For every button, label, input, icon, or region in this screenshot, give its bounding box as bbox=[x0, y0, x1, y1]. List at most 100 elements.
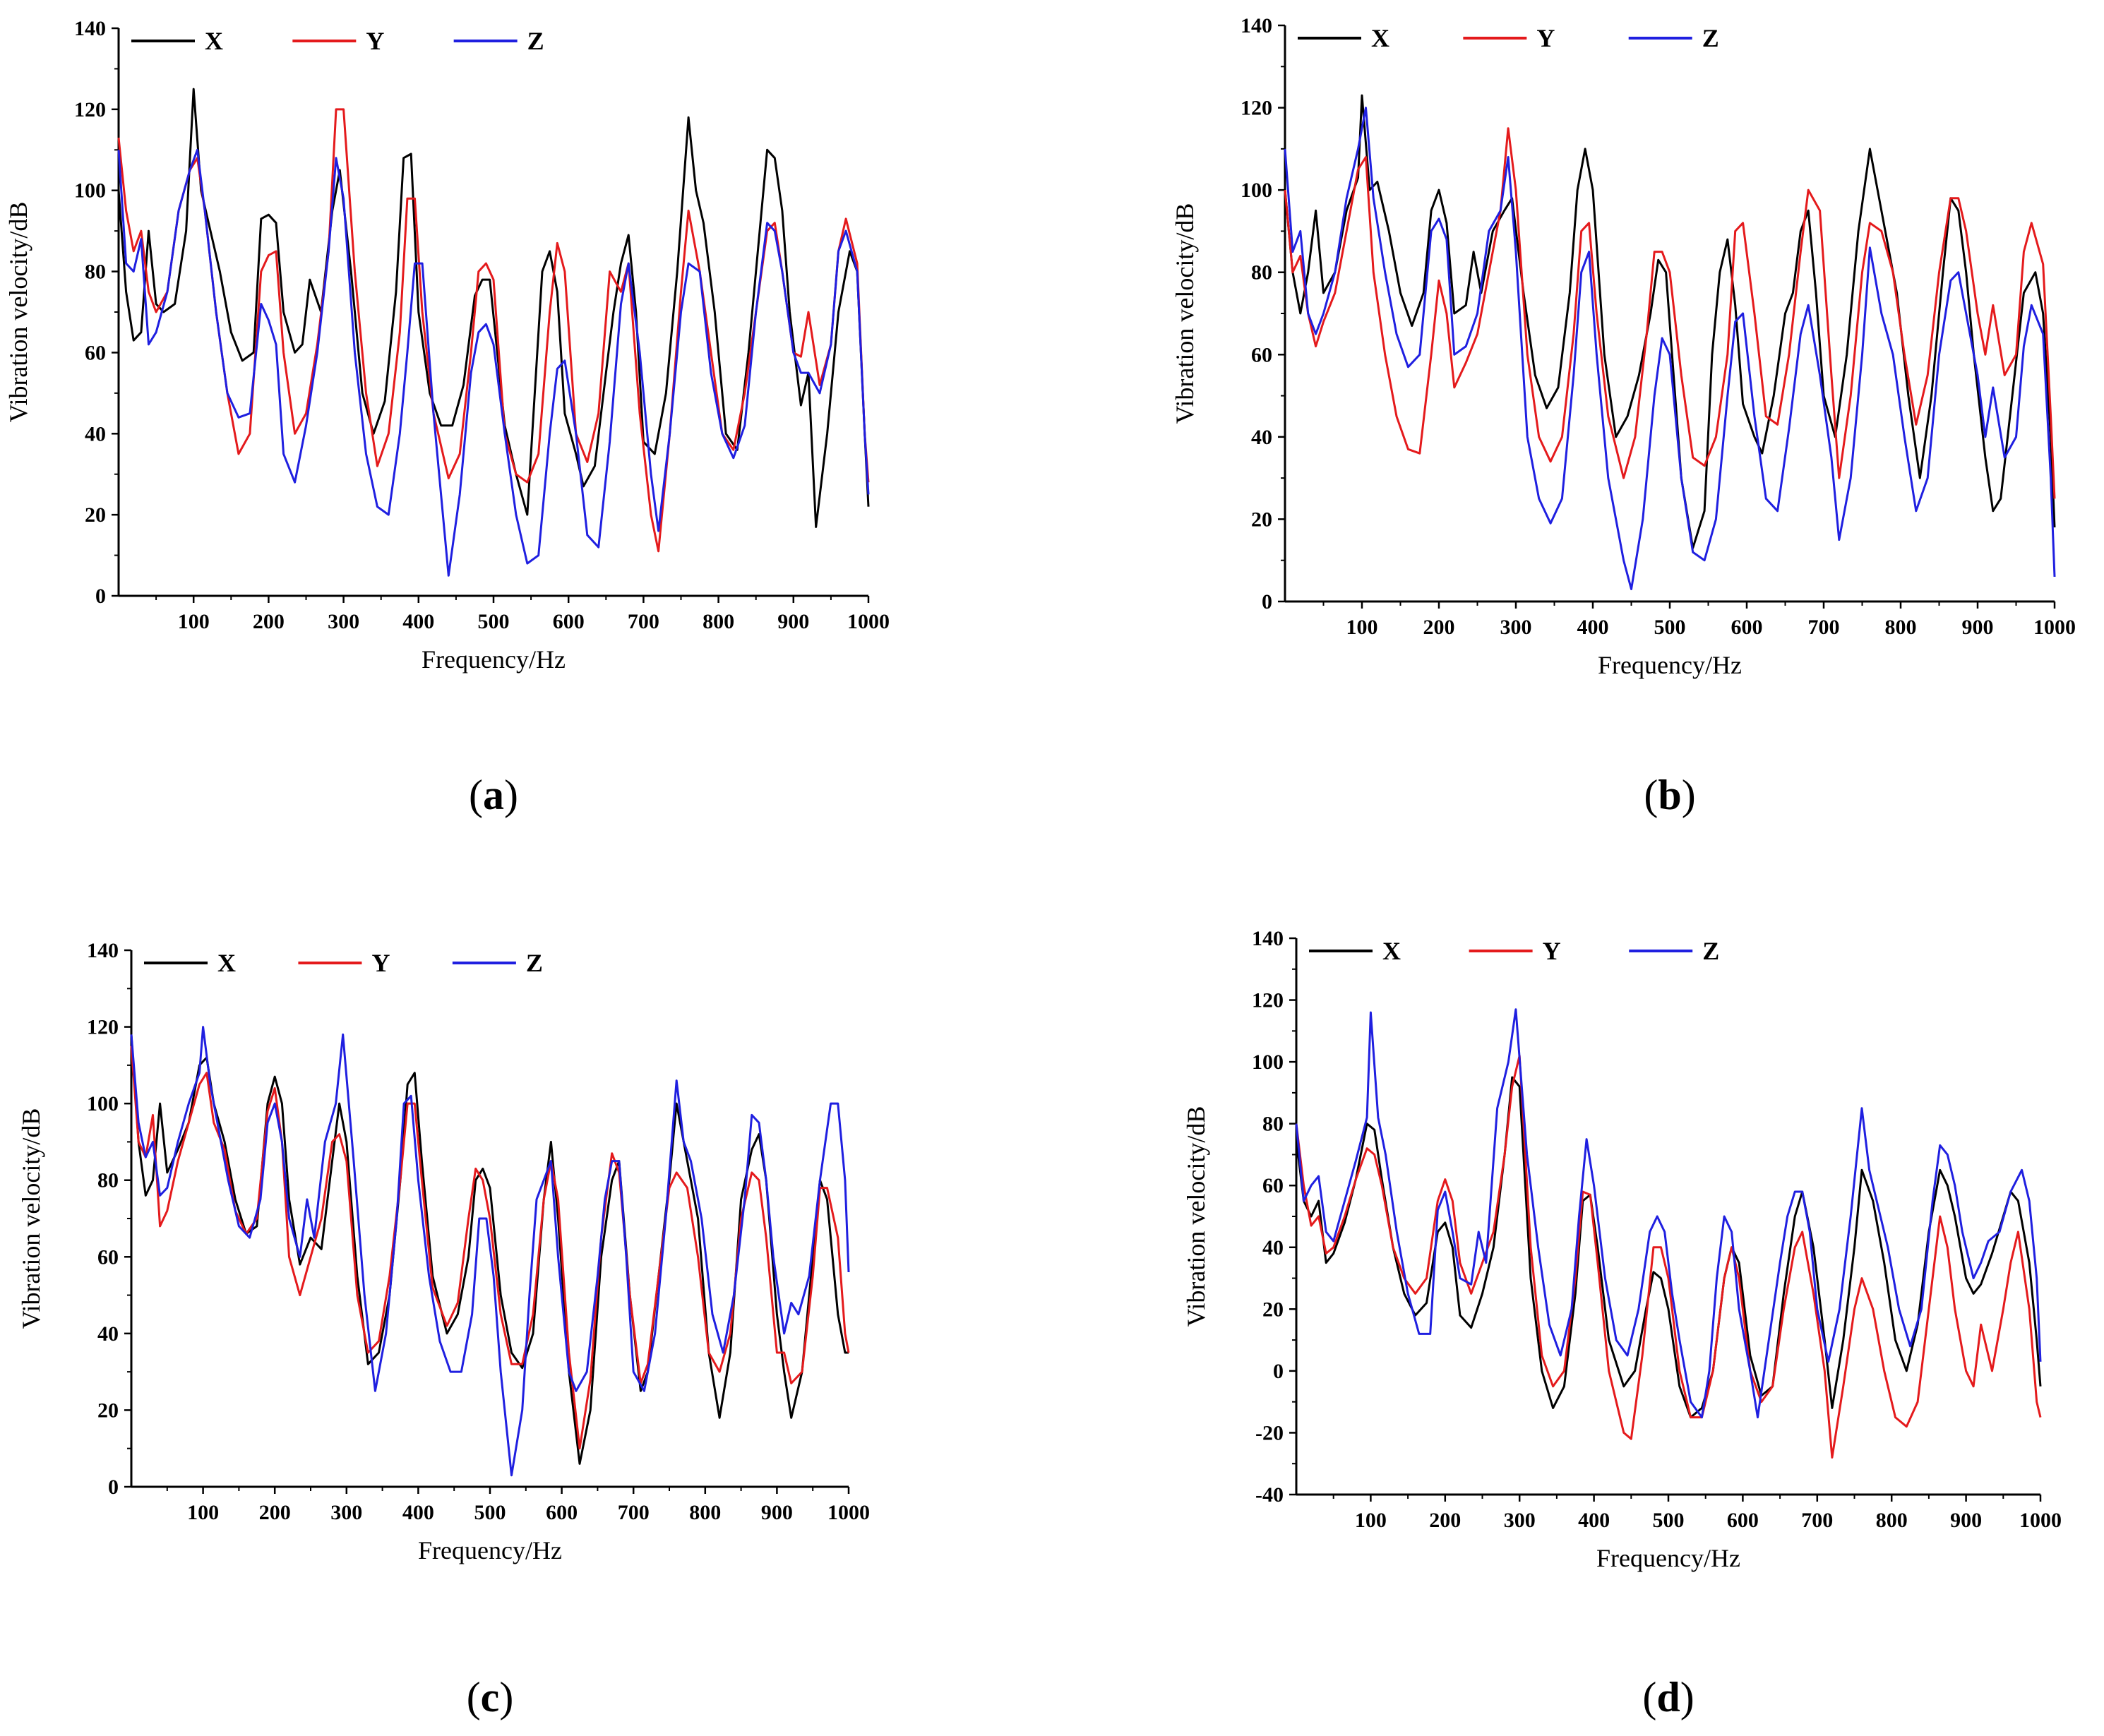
x-tick-label: 500 bbox=[1653, 1509, 1685, 1532]
x-tick-label: 300 bbox=[328, 610, 359, 633]
x-tick-label: 1000 bbox=[2033, 616, 2076, 639]
x-tick-label: 200 bbox=[253, 610, 285, 633]
x-tick-label: 600 bbox=[1727, 1509, 1759, 1532]
y-tick-label: 80 bbox=[1262, 1113, 1284, 1136]
x-tick-label: 900 bbox=[777, 610, 809, 633]
y-tick-label: 20 bbox=[97, 1399, 119, 1422]
y-axis-title: Vibration velocity/dB bbox=[1182, 1106, 1210, 1327]
x-tick-label: 300 bbox=[330, 1501, 362, 1524]
x-tick-label: 700 bbox=[618, 1501, 650, 1524]
x-tick-label: 700 bbox=[628, 610, 659, 633]
y-tick-label: 100 bbox=[74, 179, 106, 203]
y-tick-label: 60 bbox=[85, 341, 106, 364]
panel-caption: (d) bbox=[1642, 1674, 1694, 1720]
legend-label-y: Y bbox=[1536, 24, 1555, 52]
y-tick-label: 120 bbox=[1252, 989, 1284, 1012]
x-tick-label: 200 bbox=[1429, 1509, 1461, 1532]
y-tick-label: 80 bbox=[1251, 261, 1272, 285]
x-tick-label: 100 bbox=[1346, 616, 1378, 639]
series-line-z bbox=[130, 1026, 850, 1477]
y-tick-label: 40 bbox=[85, 422, 106, 445]
legend-label-x: X bbox=[217, 949, 236, 977]
y-tick-label: 100 bbox=[87, 1092, 119, 1115]
x-tick-label: 300 bbox=[1500, 616, 1532, 639]
legend-label-x: X bbox=[205, 27, 223, 55]
y-tick-label: 0 bbox=[1262, 590, 1272, 613]
x-tick-label: 800 bbox=[1885, 616, 1917, 639]
series-line-z bbox=[1284, 107, 2056, 590]
series-line-x bbox=[117, 88, 870, 528]
legend-label-y: Y bbox=[366, 27, 384, 55]
x-tick-label: 800 bbox=[689, 1501, 721, 1524]
y-tick-label: 20 bbox=[1262, 1298, 1284, 1321]
legend-label-x: X bbox=[1371, 24, 1389, 52]
x-tick-label: 500 bbox=[474, 1501, 506, 1524]
panel-a: 100 200 300 400 500 600 700 800 900 1000 0 20 40 60 80… bbox=[4, 17, 890, 818]
y-tick-label: 0 bbox=[1273, 1360, 1284, 1383]
series-line-z bbox=[1295, 1008, 2042, 1419]
x-tick-label: 1000 bbox=[2019, 1509, 2062, 1532]
y-tick-label: 40 bbox=[1251, 426, 1272, 449]
y-tick-label: 120 bbox=[87, 1016, 119, 1039]
x-tick-label: 600 bbox=[1731, 616, 1763, 639]
series-line-y bbox=[1284, 127, 2056, 499]
y-axis-title: Vibration velocity/dB bbox=[4, 202, 32, 423]
x-tick-label: 700 bbox=[1801, 1509, 1833, 1532]
y-tick-label: 20 bbox=[85, 503, 106, 527]
x-tick-label: 100 bbox=[187, 1501, 219, 1524]
y-tick-label: 20 bbox=[1251, 508, 1272, 531]
x-tick-label: 500 bbox=[478, 610, 510, 633]
panel-caption: (b) bbox=[1644, 772, 1695, 818]
x-tick-label: 600 bbox=[546, 1501, 578, 1524]
y-tick-label: 40 bbox=[97, 1322, 119, 1346]
y-tick-label: 120 bbox=[1241, 97, 1272, 120]
y-tick-label: -40 bbox=[1255, 1483, 1284, 1507]
x-tick-label: 400 bbox=[1577, 616, 1609, 639]
x-tick-label: 1000 bbox=[847, 610, 890, 633]
y-tick-label: 140 bbox=[1252, 927, 1284, 950]
y-tick-label: -20 bbox=[1255, 1421, 1284, 1444]
legend-label-z: Z bbox=[1702, 937, 1719, 965]
y-tick-label: 0 bbox=[108, 1475, 119, 1499]
x-tick-label: 800 bbox=[1876, 1509, 1908, 1532]
x-tick-label: 800 bbox=[703, 610, 734, 633]
y-tick-label: 120 bbox=[74, 98, 106, 121]
series-line-y bbox=[1295, 1054, 2042, 1459]
x-axis-title: Frequency/Hz bbox=[1596, 1544, 1740, 1572]
panel-caption: (c) bbox=[467, 1674, 514, 1720]
panel-d: 100 200 300 400 500 600 700 800 900 1000 -40 -20 0 20… bbox=[1182, 927, 2062, 1720]
x-tick-label: 600 bbox=[553, 610, 585, 633]
x-axis-title: Frequency/Hz bbox=[1598, 651, 1742, 679]
x-tick-label: 400 bbox=[402, 1501, 434, 1524]
x-tick-label: 100 bbox=[1355, 1509, 1387, 1532]
y-tick-label: 80 bbox=[97, 1169, 119, 1192]
x-tick-label: 900 bbox=[1962, 616, 1994, 639]
y-tick-label: 140 bbox=[74, 17, 106, 40]
y-tick-label: 80 bbox=[85, 261, 106, 284]
y-axis-title: Vibration velocity/dB bbox=[1171, 203, 1199, 424]
x-axis-title: Frequency/Hz bbox=[418, 1536, 562, 1564]
legend-label-z: Z bbox=[526, 949, 543, 977]
x-tick-label: 700 bbox=[1808, 616, 1840, 639]
x-tick-label: 900 bbox=[761, 1501, 793, 1524]
y-tick-label: 60 bbox=[1251, 343, 1272, 366]
series-line-x bbox=[1284, 94, 2056, 549]
y-tick-label: 100 bbox=[1252, 1050, 1284, 1074]
x-tick-label: 100 bbox=[178, 610, 210, 633]
y-tick-label: 60 bbox=[97, 1245, 119, 1269]
x-tick-label: 400 bbox=[1578, 1509, 1610, 1532]
legend-label-y: Y bbox=[1543, 937, 1561, 965]
x-tick-label: 200 bbox=[1423, 616, 1455, 639]
legend-label-z: Z bbox=[1702, 24, 1719, 52]
y-tick-label: 140 bbox=[87, 939, 119, 962]
y-tick-label: 40 bbox=[1262, 1236, 1284, 1259]
x-axis-title: Frequency/Hz bbox=[422, 645, 566, 674]
x-tick-label: 400 bbox=[402, 610, 434, 633]
series-line-z bbox=[117, 148, 870, 577]
x-tick-label: 900 bbox=[1950, 1509, 1982, 1532]
y-tick-label: 140 bbox=[1241, 14, 1272, 37]
x-tick-label: 300 bbox=[1504, 1509, 1536, 1532]
legend-label-y: Y bbox=[371, 949, 390, 977]
y-tick-label: 60 bbox=[1262, 1174, 1284, 1197]
